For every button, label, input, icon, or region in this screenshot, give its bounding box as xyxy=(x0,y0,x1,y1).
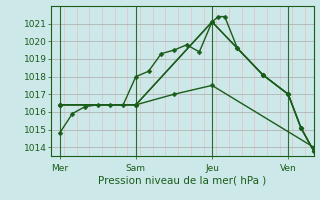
X-axis label: Pression niveau de la mer( hPa ): Pression niveau de la mer( hPa ) xyxy=(98,175,267,185)
